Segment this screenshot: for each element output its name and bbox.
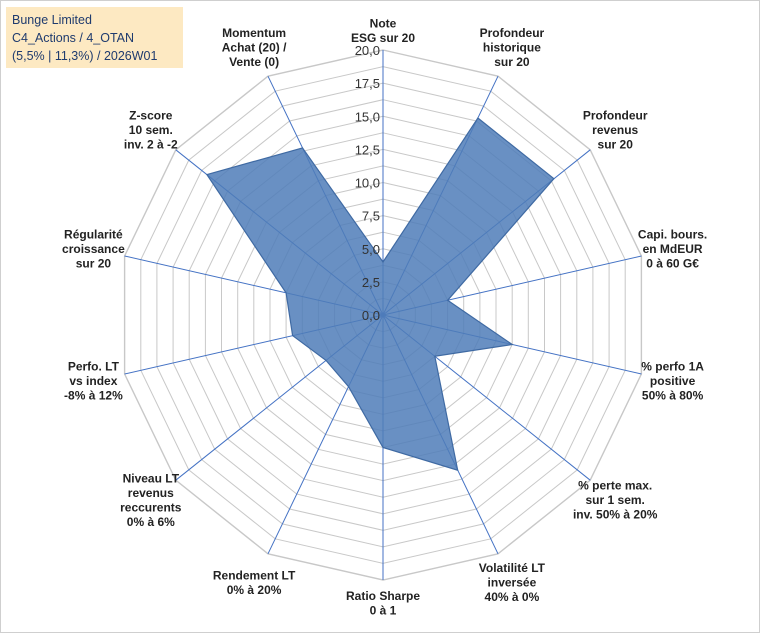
axis-label-line: vs index [69,374,117,388]
label-layer: Note ESG sur 20 Profondeur historique sur 20… [62,17,707,618]
axis-label-line: inv. 2 à -2 [124,137,178,151]
axis-label-line: sur 20 [76,256,112,270]
axis-label-line: Volatilité LT [479,561,546,575]
axis-label: Z-score 10 sem. inv. 2 à -2 [124,108,178,151]
tick-layer: 0,0 2,5 5,0 7,5 10,0 12,5 15,0 17,5 20,0 [355,43,380,323]
tick-label: 15,0 [355,109,380,124]
axis-label-line: % perfo 1A [641,360,704,374]
tick-label: 17,5 [355,76,380,91]
axis-label-line: historique [483,40,541,54]
axis-label: Momentum Achat (20) / Vente (0) [222,26,287,69]
tick-label: 2,5 [362,275,380,290]
axis-label: Profondeur revenus sur 20 [583,108,648,151]
tick-label: 12,5 [355,142,380,157]
axis-label-line: sur 1 sem. [586,493,645,507]
axis-label-line: Momentum [222,26,286,40]
axis-label: % perte max. sur 1 sem. inv. 50% à 20% [573,479,658,522]
axis-label: Capi. bours. en MdEUR 0 à 60 G€ [638,227,707,270]
axis-label-line: % perte max. [578,479,652,493]
axis-label-line: Régularité [64,227,123,241]
axis-label-line: 0 à 60 G€ [646,256,699,270]
axis-label-line: Rendement LT [213,568,296,582]
axis-label-line: ESG sur 20 [351,31,415,45]
tick-label: 5,0 [362,242,380,257]
axis-label-line: sur 20 [598,137,634,151]
tick-label: 10,0 [355,176,380,191]
axis-label: Perfo. LT vs index -8% à 12% [64,360,123,403]
axis-label-line: Z-score [129,108,173,122]
axis-label: Note ESG sur 20 [351,17,415,46]
axis-label: Profondeur historique sur 20 [480,26,545,69]
series-area [205,117,555,472]
info-box: Bunge Limited C4_Actions / 4_OTAN (5,5% … [6,7,183,68]
axis-label-line: 40% à 0% [485,590,540,604]
axis-label-line: inv. 50% à 20% [573,508,658,522]
axis-label-line: positive [650,374,696,388]
axis-label-line: Perfo. LT [68,360,120,374]
axis-label-line: croissance [62,242,125,256]
axis-label-line: Profondeur [583,108,648,122]
tick-label: 0,0 [362,308,380,323]
axis-label-line: 0% à 20% [227,583,282,597]
axis-label: % perfo 1A positive 50% à 80% [641,360,704,403]
info-company-name: Bunge Limited [12,13,92,27]
tick-label: 20,0 [355,43,380,58]
axis-label: Rendement LT 0% à 20% [213,568,296,597]
axis-label-line: revenus [592,123,638,137]
axis-label: Ratio Sharpe 0 à 1 [346,589,420,618]
axis-label-line: reccurents [120,500,182,514]
axis-label-line: 50% à 80% [642,389,704,403]
info-period: (5,5% | 11,3%) / 2026W01 [12,49,158,63]
axis-label-line: 0 à 1 [370,604,397,618]
axis-label-line: Niveau LT [123,471,180,485]
axis-label-line: Ratio Sharpe [346,589,420,603]
axis-label: Volatilité LT inversée 40% à 0% [479,561,546,604]
axis-label-line: Achat (20) / [222,40,287,54]
axis-label: Niveau LT revenus reccurents 0% à 6% [120,471,182,529]
axis-label-line: revenus [128,486,174,500]
axis-label-line: inversée [488,576,537,590]
tick-label: 7,5 [362,209,380,224]
axis-label-line: 0% à 6% [127,515,175,529]
axis-label-line: Vente (0) [229,55,279,69]
series-layer [205,117,555,472]
info-category: C4_Actions / 4_OTAN [12,31,135,45]
axis-label-line: -8% à 12% [64,389,123,403]
axis-label-line: sur 20 [494,55,530,69]
axis-label-line: Note [370,17,397,31]
axis-label-line: 10 sem. [129,123,173,137]
axis-label-line: en MdEUR [643,242,703,256]
axis-label-line: Profondeur [480,26,545,40]
axis-label-line: Capi. bours. [638,227,707,241]
axis-label: Régularité croissance sur 20 [62,227,125,270]
